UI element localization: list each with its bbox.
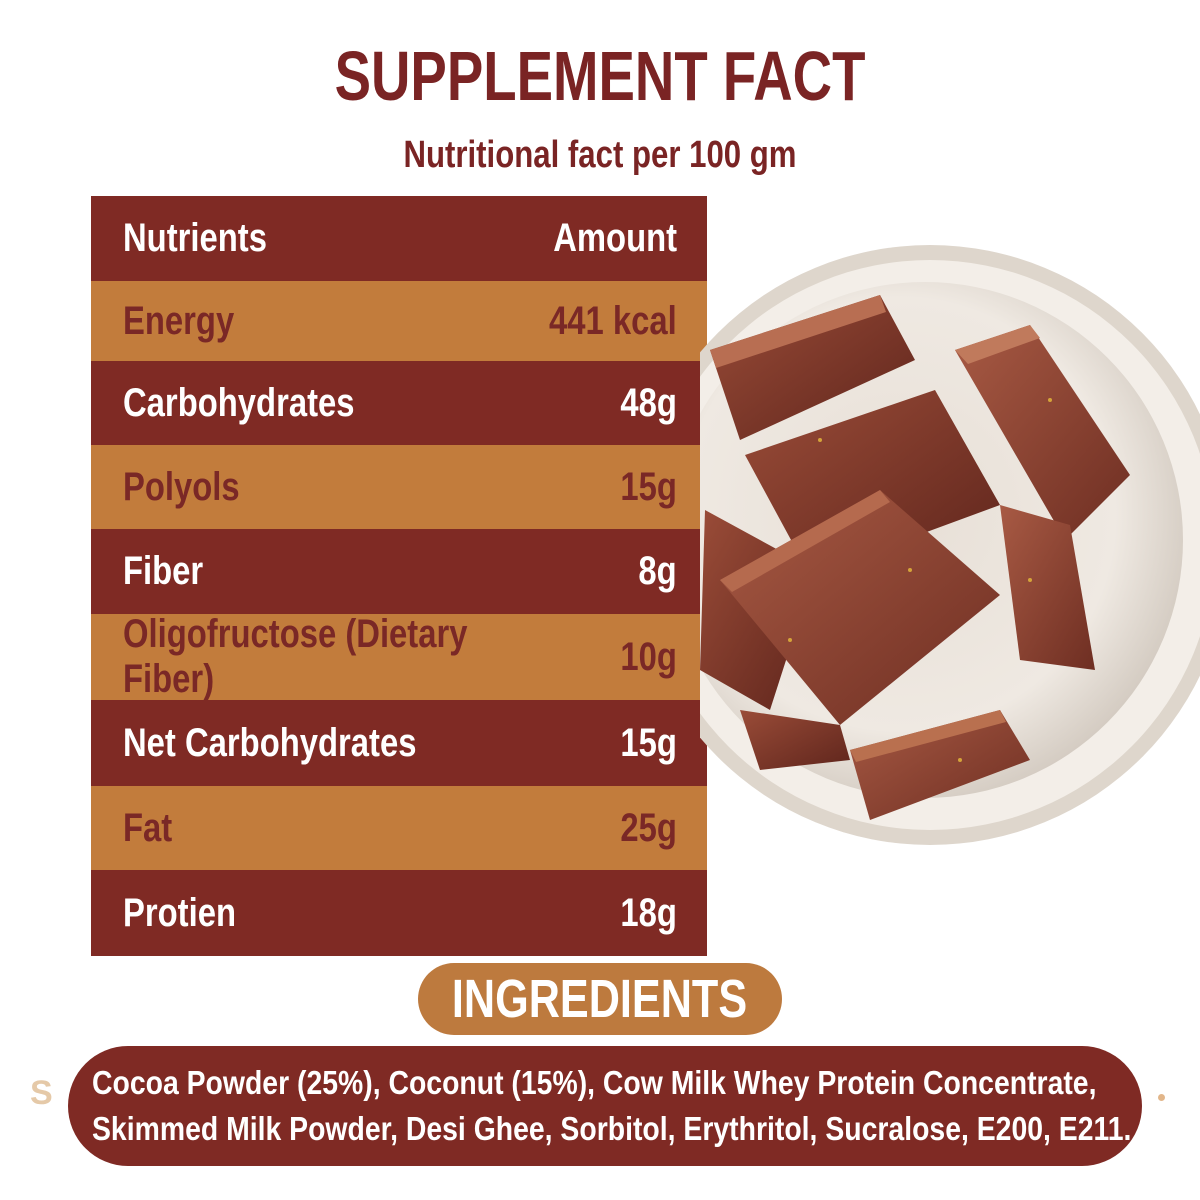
nutrient-label: Protien bbox=[123, 890, 236, 935]
nutrient-amount: 18g bbox=[620, 890, 677, 935]
header-amount: Amount bbox=[553, 216, 677, 260]
page-subtitle: Nutritional fact per 100 gm bbox=[403, 134, 797, 176]
ingredients-list: Cocoa Powder (25%), Coconut (15%), Cow M… bbox=[68, 1046, 1142, 1166]
nutrient-amount: 441 kcal bbox=[549, 298, 677, 343]
ingredients-line-1: Cocoa Powder (25%), Coconut (15%), Cow M… bbox=[92, 1064, 1097, 1101]
table-row: Energy 441 kcal bbox=[91, 281, 707, 361]
nutrient-label: Energy bbox=[123, 298, 235, 343]
nutrient-amount: 15g bbox=[620, 464, 677, 509]
table-row: Protien 18g bbox=[91, 870, 707, 956]
nutrient-label: Polyols bbox=[123, 464, 240, 509]
table-header-row: Nutrients Amount bbox=[91, 196, 707, 281]
table-row: Polyols 15g bbox=[91, 445, 707, 529]
nutrient-amount: 25g bbox=[620, 805, 677, 850]
nutrient-label: Net Carbohydrates bbox=[123, 720, 417, 765]
table-row: Oligofructose (Dietary Fiber) 10g bbox=[91, 612, 707, 701]
table-row: Fat 25g bbox=[91, 786, 707, 870]
nutrient-label: Fat bbox=[123, 805, 173, 850]
page-title: SUPPLEMENT FACT bbox=[334, 37, 866, 115]
header-nutrients: Nutrients bbox=[123, 216, 267, 260]
nutrition-table: Nutrients Amount Energy 441 kcal Carbohy… bbox=[91, 196, 707, 956]
nutrient-label: Carbohydrates bbox=[123, 380, 355, 425]
table-row: Carbohydrates 48g bbox=[91, 361, 707, 445]
nutrient-amount: 15g bbox=[620, 720, 677, 765]
nutrient-label: Fiber bbox=[123, 549, 204, 593]
nutrient-amount: 48g bbox=[620, 380, 677, 425]
nutrient-label: Oligofructose (Dietary Fiber) bbox=[123, 612, 468, 701]
chocolate-fudge-bowl-photo bbox=[700, 245, 1200, 845]
ingredients-heading-badge: INGREDIENTS bbox=[418, 963, 782, 1035]
nutrient-amount: 8g bbox=[638, 549, 677, 593]
ingredients-heading: INGREDIENTS bbox=[452, 969, 748, 1029]
nutrient-amount: 10g bbox=[620, 634, 677, 679]
table-row: Fiber 8g bbox=[91, 529, 707, 614]
ingredients-line-2: Skimmed Milk Powder, Desi Ghee, Sorbitol… bbox=[92, 1110, 1132, 1147]
edge-letter-decoration: S bbox=[30, 1074, 53, 1112]
table-row: Net Carbohydrates 15g bbox=[91, 700, 707, 786]
edge-dot-decoration bbox=[1158, 1094, 1165, 1101]
